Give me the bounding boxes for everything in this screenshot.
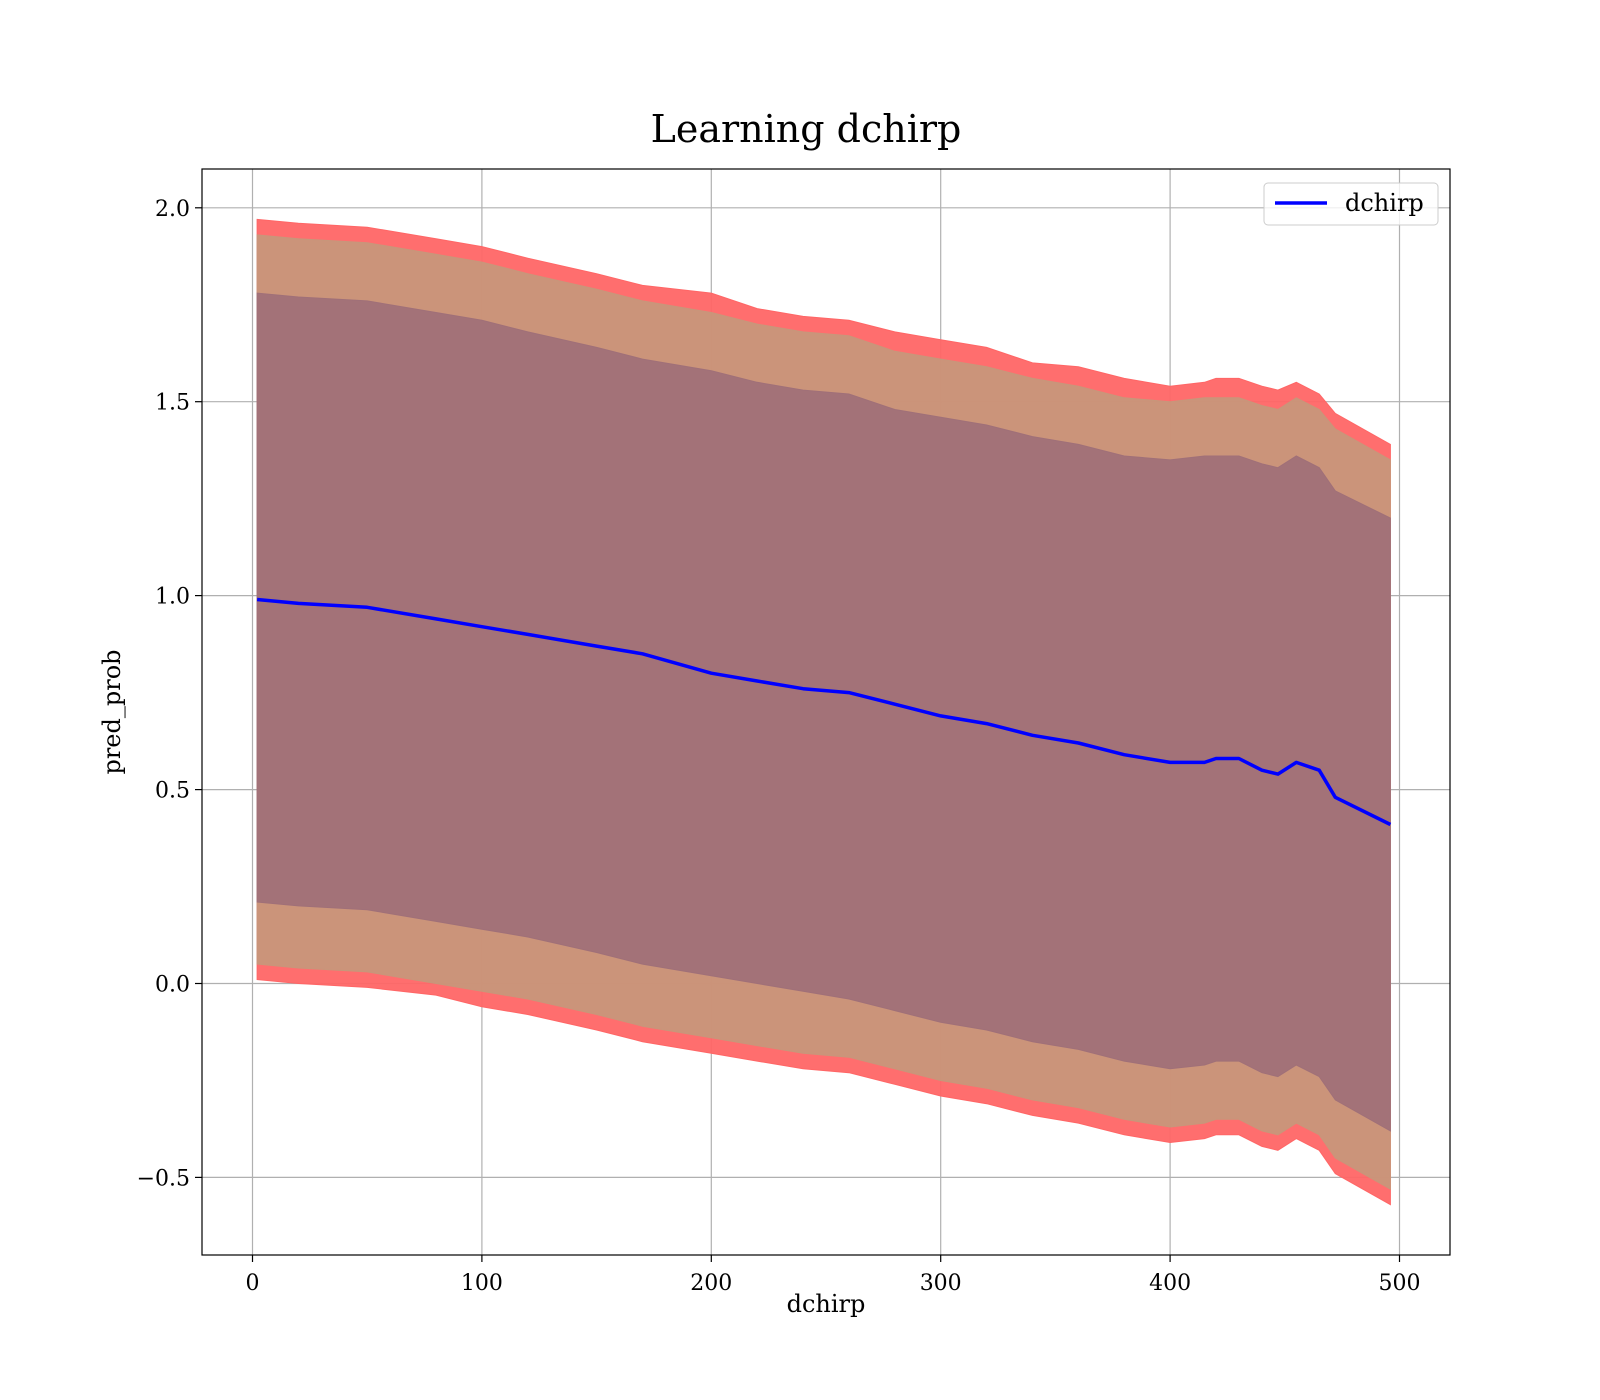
band-inner [256,292,1391,1132]
x-tick-label: 300 [920,1271,962,1296]
series-lines [256,597,1392,827]
series-line-dchirp [256,597,1392,827]
x-tick-label: 200 [690,1271,732,1296]
x-ticks: 0 100 200 300 400 500 [246,1255,1421,1296]
y-ticks: −0.5 0.0 0.5 1.0 1.5 2.0 [137,197,202,1191]
y-tick-label: −0.5 [137,1166,190,1191]
x-axis-label: dchirp [787,1290,866,1318]
x-tick-label: 0 [246,1271,260,1296]
chart-title: Learning dchirp [651,107,962,151]
y-tick-label: 0.5 [155,779,190,804]
x-tick-label: 500 [1379,1271,1421,1296]
confidence-bands [256,218,1391,1206]
x-tick-label: 100 [461,1271,503,1296]
y-tick-label: 1.5 [155,391,190,416]
y-tick-label: 1.0 [155,585,190,610]
x-tick-label: 400 [1149,1271,1191,1296]
y-axis-label: pred_prob [98,649,126,774]
legend-label: dchirp [1345,189,1424,217]
y-tick-label: 2.0 [155,197,190,222]
legend-box [1263,182,1439,226]
y-tick-label: 0.0 [155,973,190,998]
legend: dchirp [1263,182,1439,226]
plot-frame [201,168,1451,1256]
